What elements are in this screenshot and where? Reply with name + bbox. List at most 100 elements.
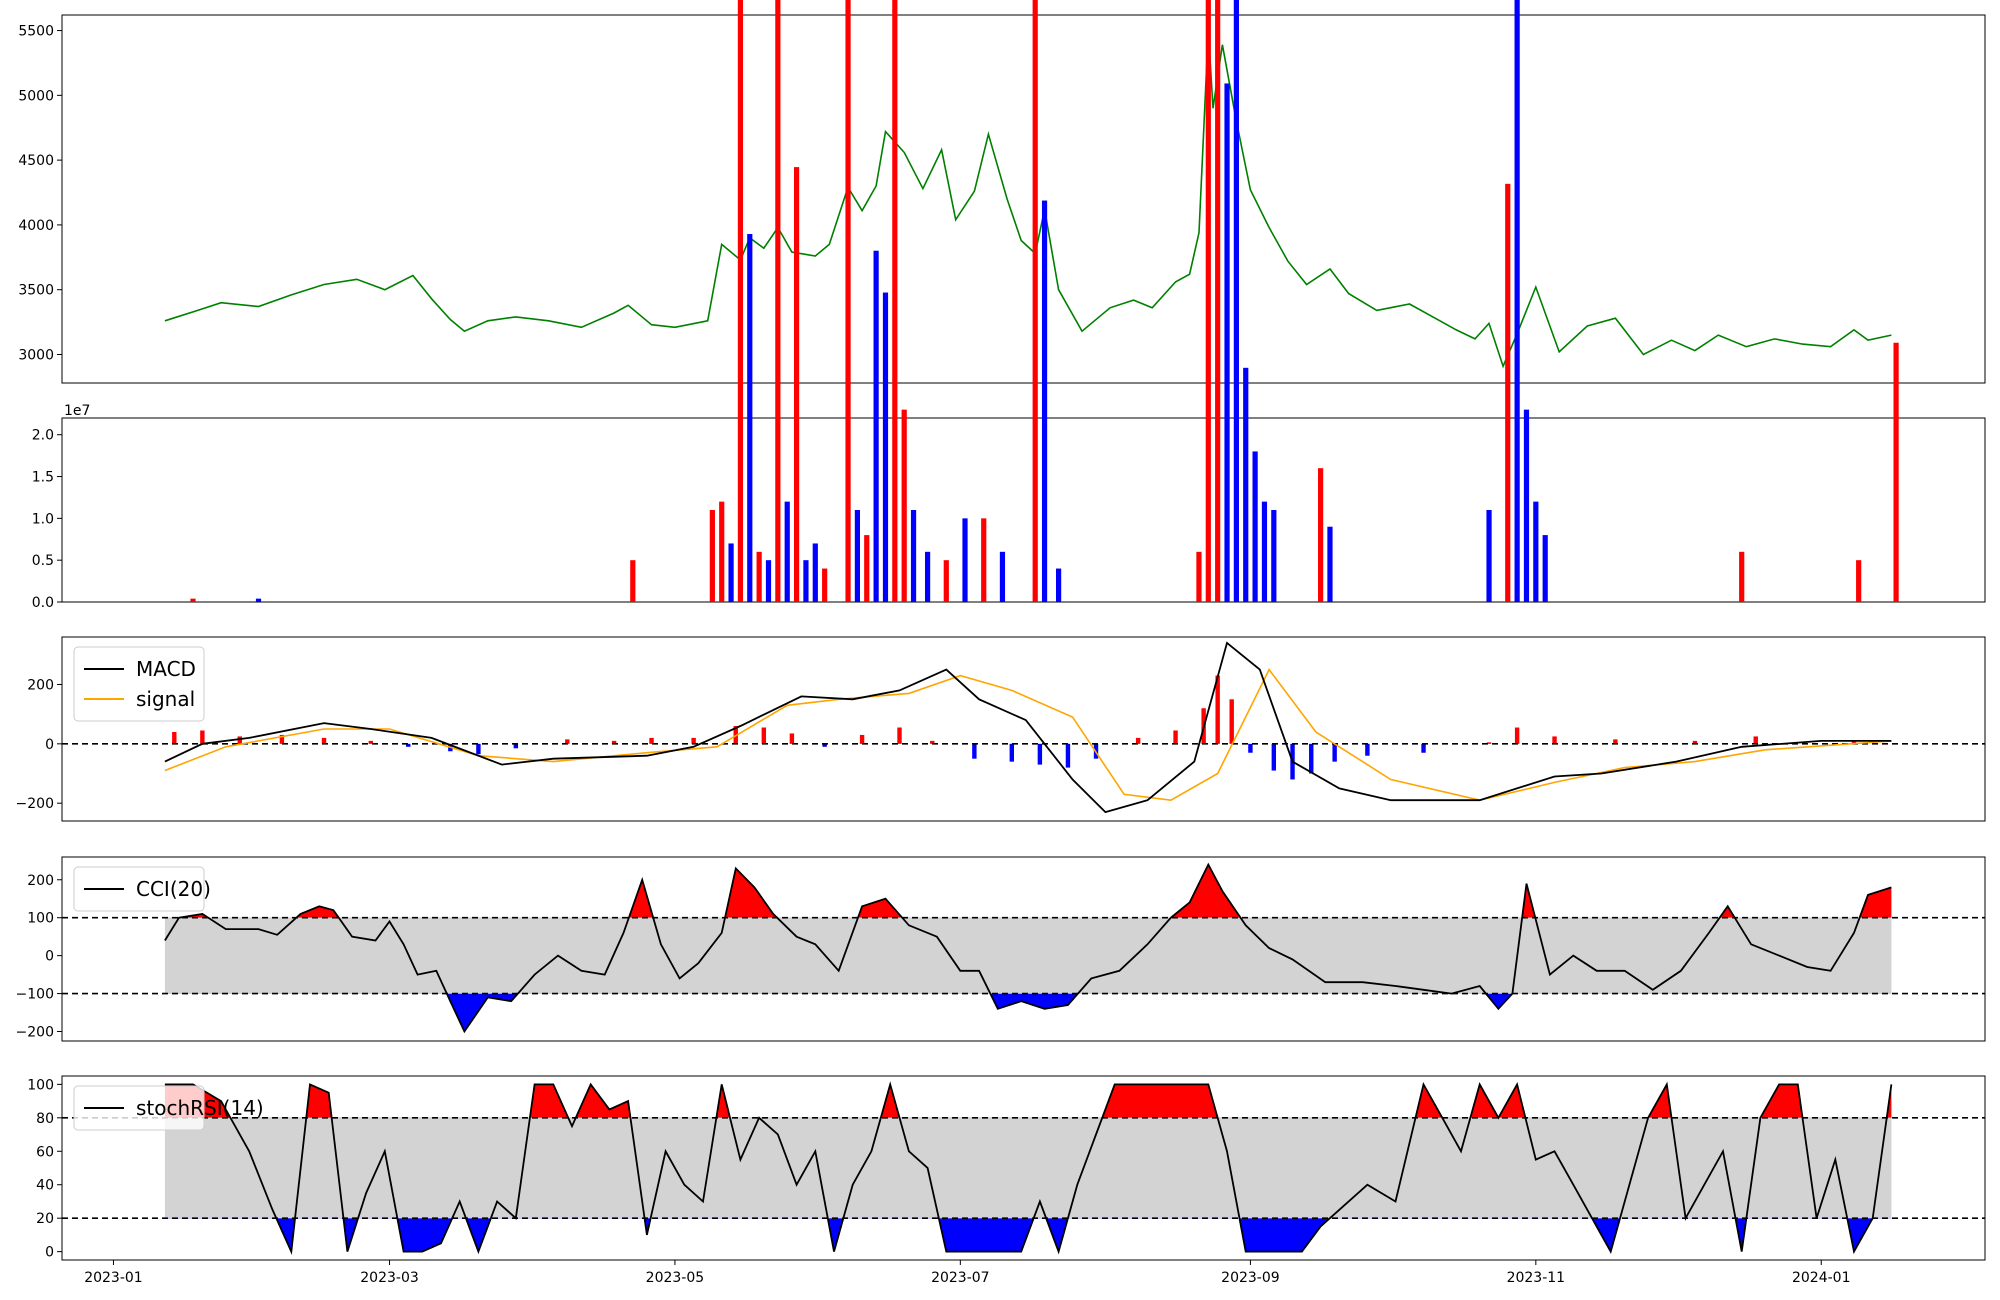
cci-legend-label: CCI(20) bbox=[136, 877, 211, 901]
volume-bar bbox=[999, 551, 1006, 602]
volume-bar bbox=[1514, 0, 1520, 602]
macd-histogram-bar bbox=[200, 730, 205, 744]
x-axis: 2023-01 2023-03 2023-05 2023-07 2023-09 2023-… bbox=[84, 1260, 1850, 1286]
stoch-rsi-panel-frame bbox=[61, 1075, 1986, 1261]
volume-bar bbox=[864, 535, 870, 602]
macd-histogram-bar bbox=[406, 743, 411, 747]
volume-bar bbox=[747, 234, 753, 602]
volume-bar bbox=[1505, 183, 1511, 602]
macd-histogram-bar bbox=[565, 739, 570, 744]
cci-oversold-fill bbox=[164, 993, 1892, 1032]
volume-bar bbox=[1271, 510, 1277, 602]
stoch-rsi-ytick-label: 80 bbox=[36, 1111, 54, 1127]
macd-legend-label: signal bbox=[136, 687, 195, 711]
macd-histogram-bar bbox=[930, 740, 935, 744]
volume-bar bbox=[803, 560, 809, 602]
volume-bar bbox=[1523, 409, 1530, 602]
stoch-rsi-legend-label: stochRSI(14) bbox=[136, 1096, 264, 1120]
volume-bar bbox=[845, 0, 851, 602]
macd-histogram-bar bbox=[691, 737, 696, 744]
volume-panel-frame bbox=[61, 417, 1986, 603]
volume-bar bbox=[728, 543, 734, 602]
cci-neutral-band bbox=[164, 917, 1892, 994]
volume-bar bbox=[981, 518, 987, 602]
volume-bar bbox=[1486, 510, 1492, 602]
x-tick-label: 2023-03 bbox=[360, 1270, 419, 1286]
volume-bar bbox=[1327, 526, 1333, 602]
signal-line bbox=[164, 668, 1892, 802]
macd-legend-box bbox=[73, 646, 205, 722]
macd-histogram-bar bbox=[279, 734, 285, 744]
macd-histogram-bar bbox=[1037, 743, 1043, 765]
volume-bar bbox=[737, 0, 744, 603]
cci-line bbox=[164, 862, 1892, 1034]
macd-histogram-bar bbox=[1514, 727, 1520, 744]
x-tick-label: 2024-01 bbox=[1792, 1270, 1851, 1286]
volume-ytick-label: 0.0 bbox=[32, 595, 54, 611]
volume-bar bbox=[1196, 551, 1202, 602]
macd-histogram-bar bbox=[1009, 743, 1015, 762]
macd-histogram-bar bbox=[1692, 740, 1698, 744]
macd-histogram-bar bbox=[1753, 736, 1758, 744]
stoch-rsi-panel: 0 20 40 60 80 100 stochRSI(14) bbox=[27, 1075, 1986, 1261]
volume-bar bbox=[873, 250, 879, 602]
macd-histogram-bar bbox=[513, 743, 519, 749]
volume-ytick-label: 0.5 bbox=[32, 553, 54, 569]
volume-bar bbox=[1252, 451, 1258, 602]
volume-bar bbox=[255, 598, 262, 602]
price-ytick-label: 5500 bbox=[18, 24, 54, 40]
volume-bar bbox=[1739, 551, 1745, 602]
stoch-rsi-ytick-label: 40 bbox=[36, 1178, 54, 1194]
macd-histogram-bar bbox=[237, 736, 242, 744]
x-tick-label: 2023-07 bbox=[931, 1270, 990, 1286]
macd-histogram-bar bbox=[1332, 743, 1337, 762]
volume-bar bbox=[719, 501, 725, 602]
cci-panel: −200 −100 0 100 200 CCI(20) bbox=[16, 856, 1986, 1042]
volume-bar bbox=[1243, 367, 1249, 602]
volume-bar bbox=[1542, 535, 1548, 602]
x-tick-label: 2023-05 bbox=[646, 1270, 705, 1286]
macd-histogram-bar bbox=[368, 740, 374, 744]
macd-ytick-label: 0 bbox=[45, 737, 54, 753]
macd-histogram-bar bbox=[1552, 736, 1557, 744]
volume-ytick-label: 2.0 bbox=[32, 428, 54, 444]
volume-bar bbox=[793, 167, 800, 602]
macd-histogram-bar bbox=[476, 743, 481, 755]
volume-bar bbox=[962, 518, 968, 602]
volume-bar bbox=[1318, 468, 1324, 602]
macd-histogram-bar bbox=[1309, 743, 1314, 774]
macd-line bbox=[164, 641, 1892, 814]
price-ytick-label: 4500 bbox=[18, 153, 54, 169]
volume-bar bbox=[882, 292, 889, 602]
volume-panel: 0.0 0.5 1.0 1.5 2.0 bbox=[32, 0, 1986, 611]
macd-histogram-bar bbox=[1271, 743, 1277, 771]
volume-bar bbox=[1893, 342, 1899, 602]
macd-histogram-bar bbox=[649, 737, 654, 744]
volume-bar bbox=[854, 510, 861, 602]
price-panel: 3000 3500 4000 4500 5000 5500 bbox=[18, 14, 1986, 384]
stoch-rsi-ytick-label: 60 bbox=[36, 1144, 54, 1160]
macd-histogram-bar bbox=[1215, 675, 1220, 744]
volume-bar bbox=[1233, 0, 1239, 602]
price-ytick-label: 3000 bbox=[18, 347, 54, 363]
volume-ytick-label: 1.0 bbox=[32, 511, 54, 527]
volume-bar bbox=[943, 560, 949, 602]
volume-bar bbox=[1856, 560, 1862, 602]
macd-histogram-bar bbox=[972, 743, 977, 759]
stoch-rsi-neutral-band bbox=[164, 1117, 1892, 1219]
volume-bar bbox=[910, 510, 917, 602]
volume-bar bbox=[924, 551, 931, 602]
cci-ytick-label: 100 bbox=[27, 911, 54, 927]
macd-legend-label: MACD bbox=[136, 657, 196, 681]
volume-bar bbox=[190, 598, 196, 602]
macd-ytick-label: 200 bbox=[27, 677, 54, 693]
cci-ytick-label: −200 bbox=[16, 1025, 54, 1041]
macd-histogram-bar bbox=[1229, 699, 1234, 744]
macd-histogram-bar bbox=[789, 733, 795, 744]
stoch-rsi-ytick-label: 20 bbox=[36, 1211, 54, 1227]
macd-histogram-bar bbox=[1248, 743, 1253, 753]
stoch-rsi-ytick-label: 100 bbox=[27, 1077, 54, 1093]
volume-bar bbox=[756, 551, 762, 602]
cci-ytick-label: −100 bbox=[16, 987, 54, 1003]
macd-histogram-bar bbox=[1851, 740, 1857, 744]
